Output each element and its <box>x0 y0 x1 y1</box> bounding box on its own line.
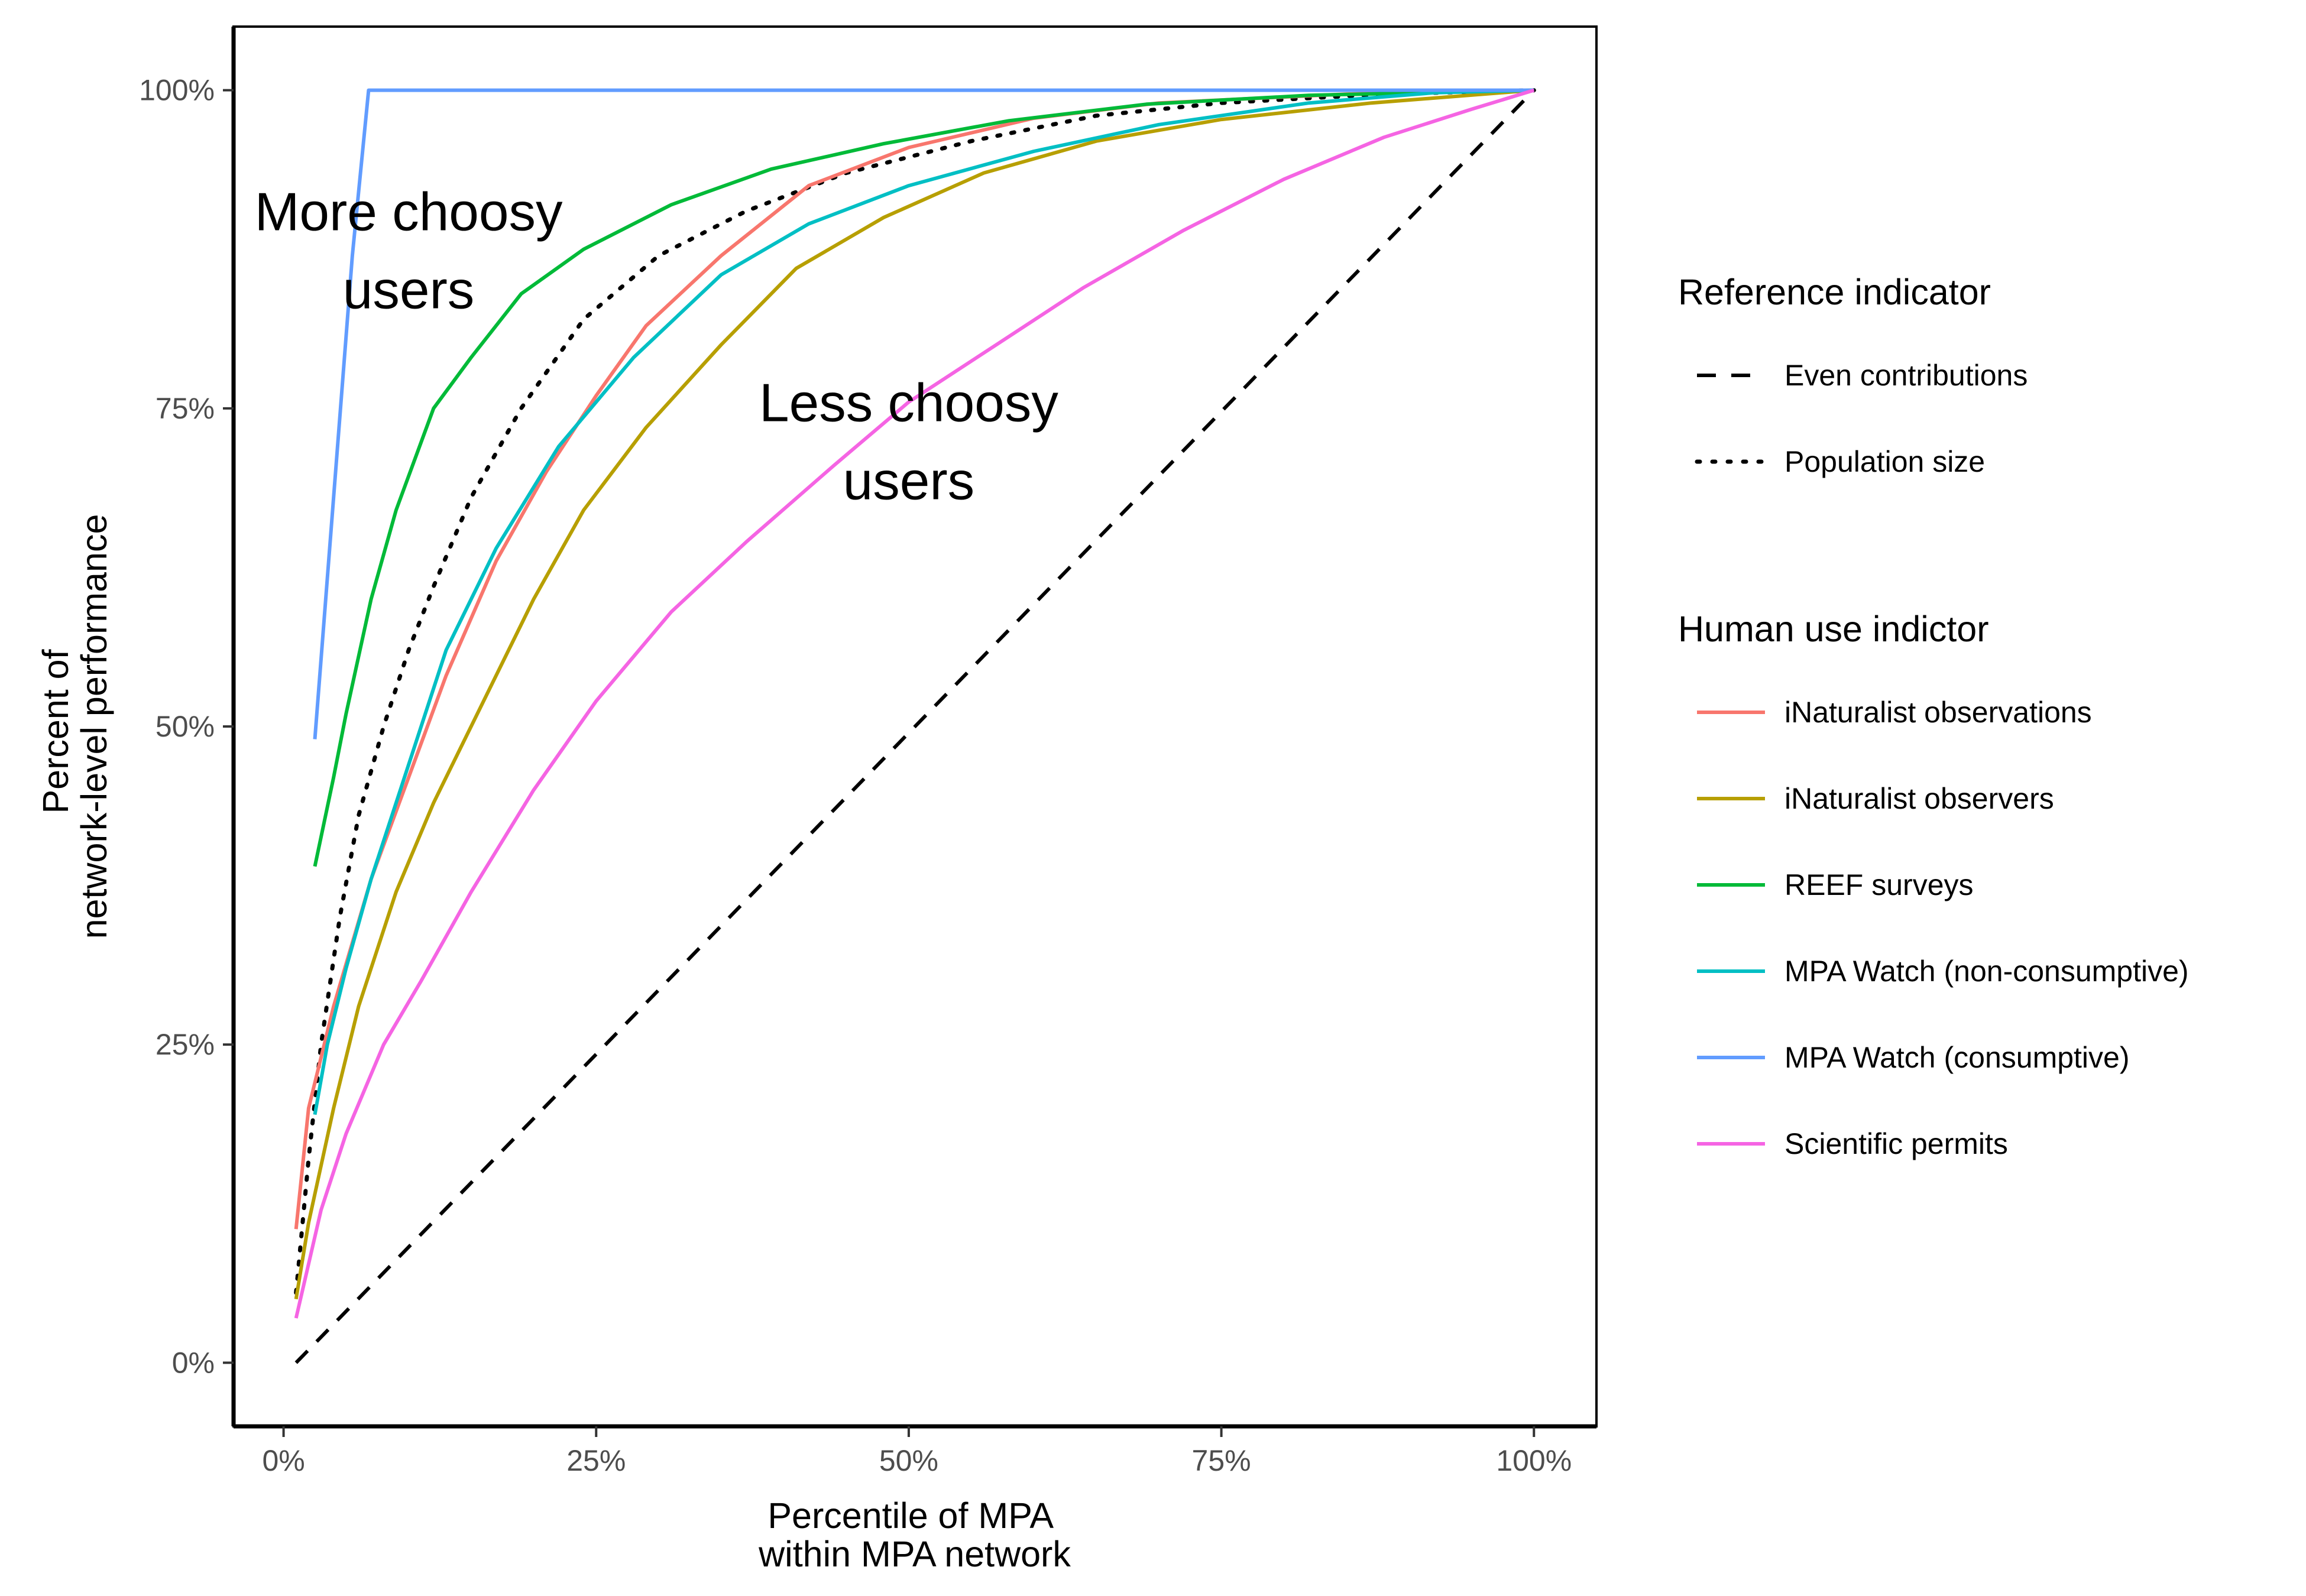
legend-label-reference-1: Population size <box>1784 445 1985 478</box>
legend-label-human-use-2: REEF surveys <box>1784 868 1974 901</box>
series-line-human-use-3 <box>313 88 1534 1115</box>
annotation-less-choosy-line-1: Less choosy <box>759 373 1058 433</box>
annotation-more-choosy: More choosy users <box>255 182 563 320</box>
y-axis: 0% 25% 50% 75% 100% <box>139 27 236 1426</box>
series-line-reference-0 <box>294 89 1536 1364</box>
y-axis-title: Percent of network-level performance <box>35 514 114 939</box>
y-tick-label: 75% <box>156 392 215 425</box>
series-layer <box>294 88 1536 1364</box>
legend-human-use-indicator: Human use indictor iNaturalist observati… <box>1678 609 2189 1160</box>
legend-label-human-use-1: iNaturalist observers <box>1784 782 2054 815</box>
x-tick-label: 100% <box>1496 1444 1572 1477</box>
series-line-human-use-1 <box>294 88 1534 1300</box>
legend-label-human-use-5: Scientific permits <box>1784 1127 2008 1160</box>
legend-label-reference-0: Even contributions <box>1784 359 2028 392</box>
annotation-more-choosy-line-1: More choosy <box>255 182 563 242</box>
annotation-layer: More choosy users Less choosy users <box>255 182 1059 511</box>
legend-label-human-use-3: MPA Watch (non-consumptive) <box>1784 955 2189 988</box>
y-tick-label: 50% <box>156 710 215 743</box>
series-line-human-use-2 <box>313 88 1534 867</box>
annotation-less-choosy-line-2: users <box>843 451 975 511</box>
x-tick-label: 50% <box>879 1444 938 1477</box>
legend-reference-indicator: Reference indicator Even contributions Po… <box>1678 272 2028 478</box>
legend-title-human-use: Human use indictor <box>1678 609 1989 649</box>
y-tick-label: 25% <box>156 1028 215 1061</box>
x-tick-label: 75% <box>1192 1444 1251 1477</box>
annotation-less-choosy: Less choosy users <box>759 373 1058 511</box>
x-tick-label: 0% <box>262 1444 305 1477</box>
y-tick-label: 100% <box>139 74 215 107</box>
series-line-human-use-4 <box>313 88 1534 739</box>
legend-title-reference: Reference indicator <box>1678 272 1991 312</box>
x-axis: 0% 25% 50% 75% 100% <box>234 1424 1596 1477</box>
x-axis-title-line-2: within MPA network <box>758 1534 1071 1574</box>
series-line-human-use-5 <box>294 88 1535 1319</box>
y-axis-title-line-2: network-level performance <box>74 514 114 939</box>
annotation-more-choosy-line-2: users <box>343 260 475 320</box>
y-axis-title-line-1: Percent of <box>35 648 76 813</box>
x-axis-title-line-1: Percentile of MPA <box>767 1496 1054 1536</box>
y-tick-label: 0% <box>172 1346 215 1379</box>
series-line-reference-1 <box>294 88 1536 1295</box>
x-tick-label: 25% <box>566 1444 626 1477</box>
plot-panel: More choosy users Less choosy users <box>232 25 1598 1428</box>
legend-label-human-use-4: MPA Watch (consumptive) <box>1784 1041 2130 1074</box>
x-axis-title: Percentile of MPA within MPA network <box>758 1496 1071 1574</box>
legend-label-human-use-0: iNaturalist observations <box>1784 696 2092 729</box>
